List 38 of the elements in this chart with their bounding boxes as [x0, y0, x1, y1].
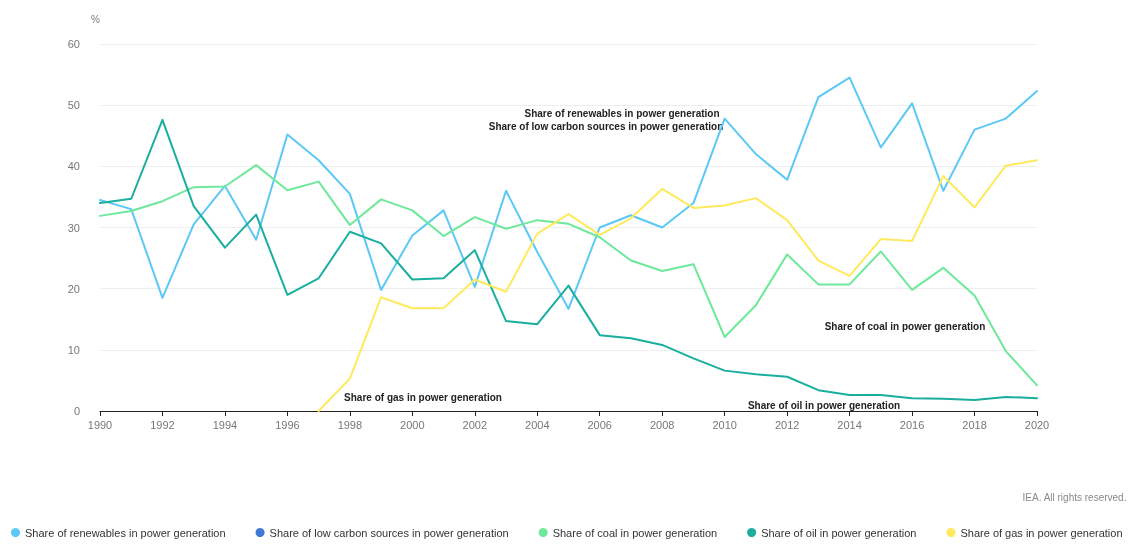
x-tick-label: 2014 [837, 418, 862, 431]
y-axis-title: % [91, 13, 101, 25]
legend-label: Share of gas in power generation [960, 526, 1123, 539]
y-tick-label: 10 [67, 343, 80, 356]
annotation: Share of renewables in power generation [524, 107, 720, 119]
text: IEA. All rights reserved. [1022, 491, 1127, 503]
x-tick-label: 1994 [212, 418, 238, 431]
legend-label: Share of renewables in power generation [25, 526, 226, 539]
line-series [99, 118, 1038, 401]
y-tick-label: 40 [67, 160, 80, 173]
legend-label: Share of oil in power generation [761, 526, 917, 539]
legend-label: Share of low carbon sources in power generation [269, 526, 509, 539]
x-tick-label: 2018 [962, 418, 987, 431]
legend-label: Share of coal in power generation [552, 526, 718, 539]
x-tick-label: 2020 [1024, 418, 1050, 431]
x-tick-label: 2012 [774, 418, 800, 431]
x-tick-label: 2010 [712, 418, 737, 431]
x-tick-label: 1990 [87, 418, 113, 431]
line-series [99, 164, 1038, 387]
line-series [317, 159, 1038, 412]
x-tick-label: 2008 [649, 418, 675, 431]
y-tick-label: 0 [73, 405, 80, 417]
x-tick-label: 2000 [400, 418, 425, 431]
x-tick-label: 2004 [525, 418, 550, 431]
x-tick-label: 1992 [150, 418, 175, 431]
y-tick-label: 60 [67, 38, 80, 50]
annotation: Share of coal in power generation [824, 320, 986, 332]
line-series [99, 76, 1038, 310]
y-tick-label: 20 [67, 282, 80, 295]
y-tick-label: 30 [67, 221, 80, 234]
annotation: Share of gas in power generation [344, 391, 502, 403]
x-tick-label: 2006 [587, 418, 612, 431]
y-tick-label: 50 [67, 99, 80, 112]
x-tick-label: 1998 [337, 418, 363, 431]
annotation: Share of oil in power generation [747, 399, 901, 411]
x-tick-label: 2002 [462, 418, 488, 431]
x-tick-label: 2016 [899, 418, 925, 431]
x-tick-label: 1996 [275, 418, 300, 431]
